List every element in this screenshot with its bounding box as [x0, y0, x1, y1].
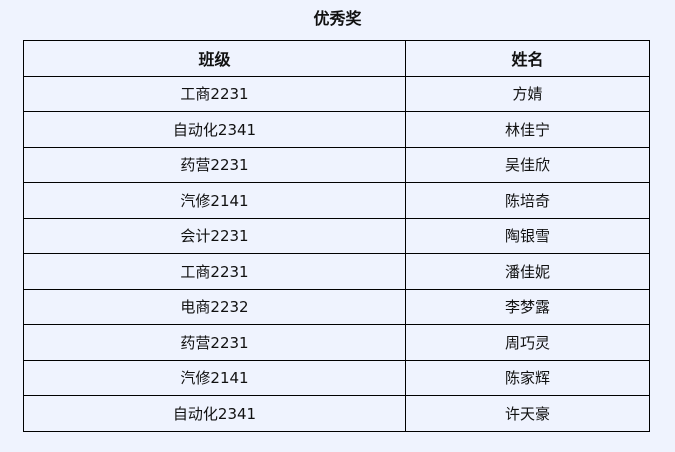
class-cell: 药营2231: [23, 324, 406, 361]
table-row: 自动化2341 林佳宁: [23, 111, 650, 148]
class-cell: 汽修2141: [23, 182, 406, 219]
class-cell: 会计2231: [23, 217, 406, 254]
table-row: 会计2231 陶银雪: [23, 217, 650, 254]
header-class: 班级: [23, 40, 406, 77]
name-cell: 许天豪: [405, 395, 650, 432]
name-cell: 陶银雪: [405, 217, 650, 254]
class-cell: 药营2231: [23, 146, 406, 183]
name-cell: 陈培奇: [405, 182, 650, 219]
class-cell: 自动化2341: [23, 395, 406, 432]
class-cell: 汽修2141: [23, 359, 406, 396]
table-row: 自动化2341 许天豪: [23, 395, 650, 432]
award-title: 优秀奖: [313, 9, 362, 28]
name-cell: 林佳宁: [405, 111, 650, 148]
name-cell: 周巧灵: [405, 324, 650, 361]
name-cell: 吴佳欣: [405, 146, 650, 183]
name-cell: 陈家辉: [405, 359, 650, 396]
table-header-row: 班级 姓名: [23, 40, 650, 77]
table-row: 汽修2141 陈培奇: [23, 182, 650, 219]
table-row: 电商2232 李梦露: [23, 288, 650, 325]
name-cell: 潘佳妮: [405, 253, 650, 290]
class-cell: 自动化2341: [23, 111, 406, 148]
name-cell: 李梦露: [405, 288, 650, 325]
table-row: 工商2231 潘佳妮: [23, 253, 650, 290]
table-row: 药营2231 吴佳欣: [23, 146, 650, 183]
table-row: 药营2231 周巧灵: [23, 324, 650, 361]
class-cell: 电商2232: [23, 288, 406, 325]
header-name: 姓名: [405, 40, 650, 77]
class-cell: 工商2231: [23, 253, 406, 290]
table-row: 汽修2141 陈家辉: [23, 359, 650, 396]
name-cell: 方婧: [405, 75, 650, 112]
table-row: 工商2231 方婧: [23, 75, 650, 112]
class-cell: 工商2231: [23, 75, 406, 112]
award-table: 班级 姓名 工商2231 方婧 自动化2341 林佳宁 药营2231 吴佳欣 汽修2141 陈…: [23, 40, 650, 432]
